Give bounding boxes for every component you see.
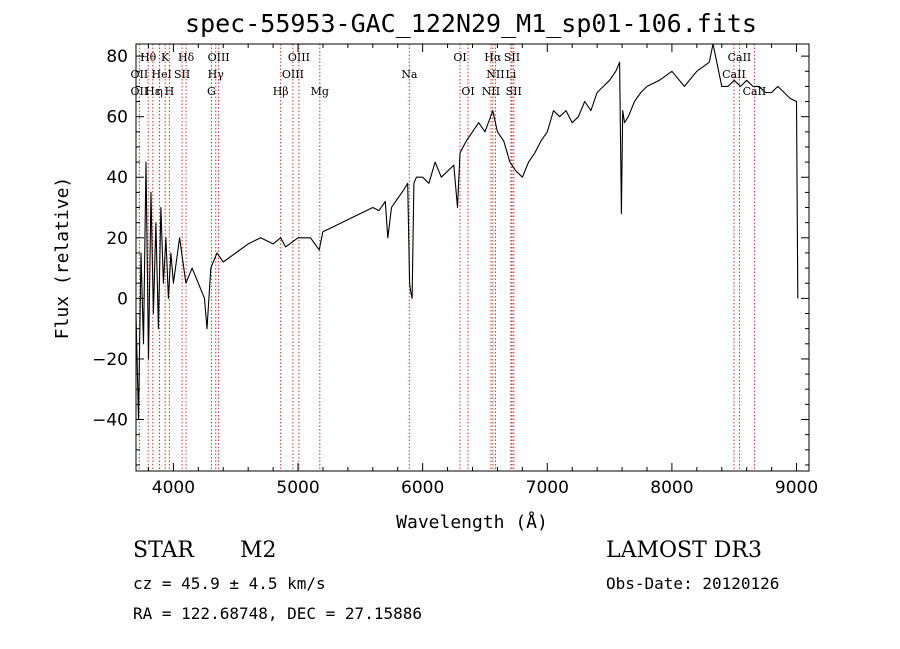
line-label: OII bbox=[131, 68, 149, 81]
line-label: I bbox=[167, 68, 171, 81]
line-label: K bbox=[161, 51, 170, 64]
y-tick-label: 20 bbox=[106, 229, 128, 249]
line-label: Hε bbox=[145, 85, 161, 98]
flux-line bbox=[135, 43, 799, 421]
line-label: CaII bbox=[722, 68, 746, 81]
line-label: Hθ bbox=[140, 51, 157, 64]
redshift-velocity: cz = 45.9 ± 4.5 km/s bbox=[133, 574, 326, 593]
line-label: CaII bbox=[728, 51, 752, 64]
line-label: Li bbox=[505, 68, 516, 81]
line-label: Hα bbox=[484, 51, 502, 64]
line-label: OIII bbox=[288, 51, 310, 64]
line-label: G bbox=[207, 85, 216, 98]
line-label: Hβ bbox=[273, 85, 289, 98]
emission-line-markers bbox=[138, 44, 755, 471]
line-label: SII bbox=[506, 85, 522, 98]
y-tick-label: 60 bbox=[106, 108, 128, 128]
x-tick-label: 7000 bbox=[526, 478, 569, 498]
line-label: H bbox=[165, 85, 175, 98]
y-tick-label: 80 bbox=[106, 47, 128, 67]
line-label: SII bbox=[504, 51, 520, 64]
flux-series bbox=[135, 43, 799, 421]
line-label: OI bbox=[453, 51, 466, 64]
observation-date: Obs-Date: 20120126 bbox=[606, 574, 780, 593]
line-label: OIII bbox=[208, 51, 230, 64]
line-label: OI bbox=[461, 85, 474, 98]
y-tick-label: 0 bbox=[117, 289, 128, 309]
object-subclass: M2 bbox=[240, 538, 277, 563]
line-label: Na bbox=[401, 68, 418, 81]
line-label: η bbox=[156, 85, 163, 98]
line-label: OII bbox=[131, 85, 149, 98]
line-label: He bbox=[152, 68, 168, 81]
x-axis-label: Wavelength (Å) bbox=[396, 511, 548, 533]
line-label: Hγ bbox=[208, 68, 225, 81]
sky-coordinates: RA = 122.68748, DEC = 27.15886 bbox=[133, 604, 422, 623]
x-tick-label: 5000 bbox=[276, 478, 319, 498]
survey-name: LAMOST DR3 bbox=[606, 538, 762, 563]
y-tick-label: −40 bbox=[92, 411, 128, 431]
object-class: STAR bbox=[133, 538, 194, 563]
y-tick-label: 40 bbox=[106, 168, 128, 188]
line-label: Hδ bbox=[178, 51, 195, 64]
line-label: OIII bbox=[282, 68, 304, 81]
plot-frame bbox=[135, 43, 810, 472]
line-label: NII bbox=[482, 85, 500, 98]
line-label: Mg bbox=[311, 85, 329, 98]
y-axis-label: Flux (relative) bbox=[52, 177, 73, 340]
chart-title: spec-55953-GAC_122N29_M1_sp01-106.fits bbox=[185, 9, 757, 38]
axis-ticks: 4000 5000 6000 7000 8000 9000 −40 −20 0 20 40 60 80 bbox=[92, 44, 818, 498]
x-tick-label: 4000 bbox=[152, 478, 195, 498]
line-label: NII bbox=[486, 68, 504, 81]
x-tick-label: 8000 bbox=[650, 478, 693, 498]
line-label: SII bbox=[174, 68, 190, 81]
x-tick-label: 9000 bbox=[775, 478, 818, 498]
x-tick-label: 6000 bbox=[401, 478, 444, 498]
y-tick-label: −20 bbox=[92, 350, 128, 370]
